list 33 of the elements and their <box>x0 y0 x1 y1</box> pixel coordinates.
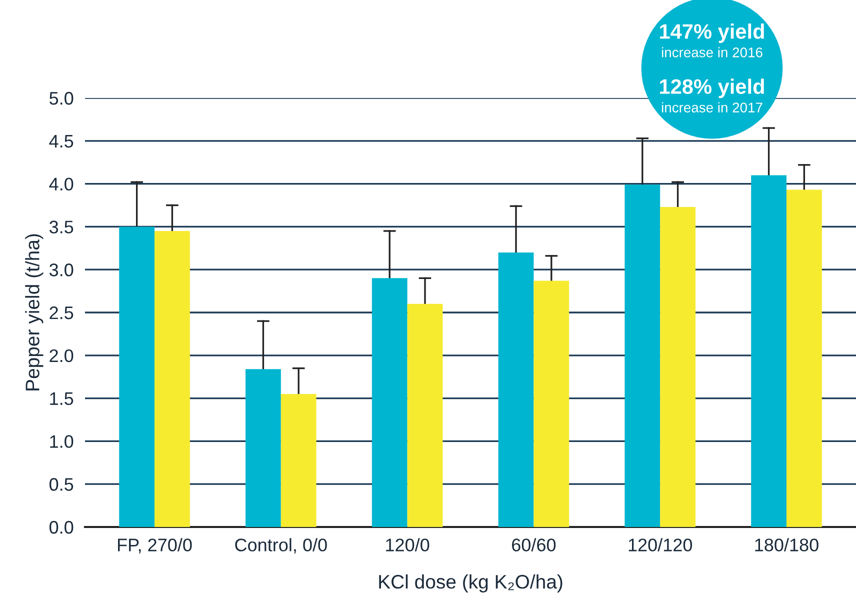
bar <box>751 175 786 527</box>
y-tick-label: 0.0 <box>49 520 74 534</box>
bar <box>660 206 696 527</box>
bar <box>154 230 190 527</box>
bar <box>280 394 316 527</box>
x-tick-label: 120/120 <box>628 538 692 552</box>
bar <box>407 304 443 527</box>
y-axis-title: Pepper yield (t/ha) <box>25 234 44 390</box>
y-tick-label: 4.5 <box>49 135 74 148</box>
y-tick-label: 3.5 <box>49 220 74 234</box>
text: 147% yield increase in 2016 <box>660 24 764 58</box>
y-tick-label: 4.0 <box>49 178 74 191</box>
bar <box>246 369 281 527</box>
x-tick-label: FP, 270/0 <box>118 538 192 554</box>
x-tick-label: Control, 0/0 <box>235 538 327 554</box>
bar <box>119 226 155 527</box>
y-tick-label: 1.0 <box>50 435 74 448</box>
bar <box>372 278 408 527</box>
y-tick-label: 5.0 <box>50 92 74 105</box>
x-axis-title: KCl dose (kg K₂O/ha) <box>379 574 562 593</box>
annotation: 128% yield increase in 2017 <box>660 78 764 112</box>
y-tick-label: 2.0 <box>50 349 74 362</box>
bar <box>624 184 660 527</box>
y-tick-label: 3.0 <box>49 264 74 276</box>
x-tick-label: 180/180 <box>755 538 818 552</box>
bar <box>786 190 822 527</box>
y-tick-label: 0.5 <box>49 478 74 491</box>
x-tick-label: 60/60 <box>512 538 556 552</box>
y-tick-label: 2.5 <box>50 306 74 320</box>
x-tick-label: 120/0 <box>386 538 430 552</box>
bar <box>498 252 534 527</box>
bar <box>534 280 570 527</box>
y-tick-label: 1.5 <box>50 392 74 406</box>
